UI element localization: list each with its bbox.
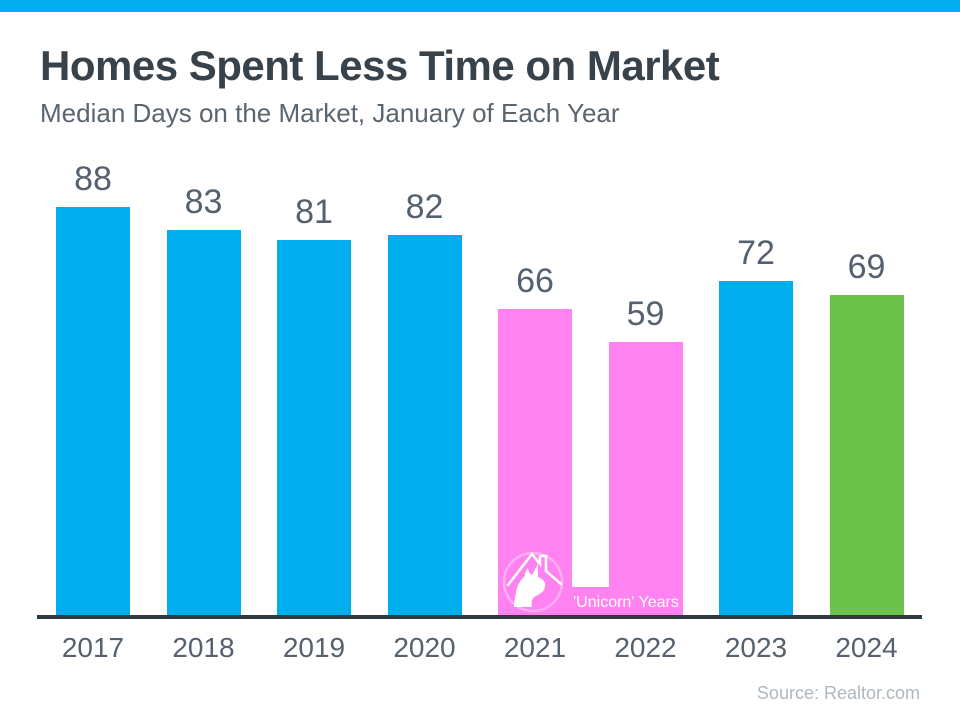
bar-2017 xyxy=(56,207,130,616)
house-roof-icon xyxy=(506,551,563,587)
x-axis-line xyxy=(37,615,922,619)
bar-2021 xyxy=(498,309,572,616)
value-label-2021: 66 xyxy=(516,262,554,301)
bar-2022 xyxy=(608,341,683,616)
unicorn-years-label: 'Unicorn' Years xyxy=(573,594,679,611)
bar-2018 xyxy=(166,230,241,616)
category-label-2020: 2020 xyxy=(393,632,456,663)
chart-title: Homes Spent Less Time on Market xyxy=(40,42,720,89)
category-label-2024: 2024 xyxy=(835,632,898,663)
bar-2020 xyxy=(387,234,462,616)
bar-2024 xyxy=(829,295,904,616)
unicorn-head-icon xyxy=(514,564,546,607)
value-label-2019: 81 xyxy=(295,192,333,231)
value-label-2024: 69 xyxy=(847,248,886,287)
unicorn-house-icon xyxy=(502,551,564,613)
value-label-2022: 59 xyxy=(626,294,665,333)
category-label-2023: 2023 xyxy=(724,632,788,663)
category-label-2022: 2022 xyxy=(614,632,677,663)
value-label-2017: 88 xyxy=(74,160,112,198)
accent-strip xyxy=(0,0,960,12)
value-label-2018: 83 xyxy=(184,183,223,222)
chart-subtitle: Median Days on the Market, January of Ea… xyxy=(40,98,620,128)
category-label-2019: 2019 xyxy=(282,632,346,663)
bar-2019 xyxy=(277,239,351,616)
category-label-2021: 2021 xyxy=(503,632,567,663)
value-label-2023: 72 xyxy=(737,234,775,273)
category-label-2017: 2017 xyxy=(61,632,125,663)
icon-circle xyxy=(502,551,564,613)
source-attribution: Source: Realtor.com xyxy=(756,683,920,703)
bar-2023 xyxy=(719,281,793,616)
value-label-2020: 82 xyxy=(405,187,444,226)
category-label-2018: 2018 xyxy=(172,632,235,663)
